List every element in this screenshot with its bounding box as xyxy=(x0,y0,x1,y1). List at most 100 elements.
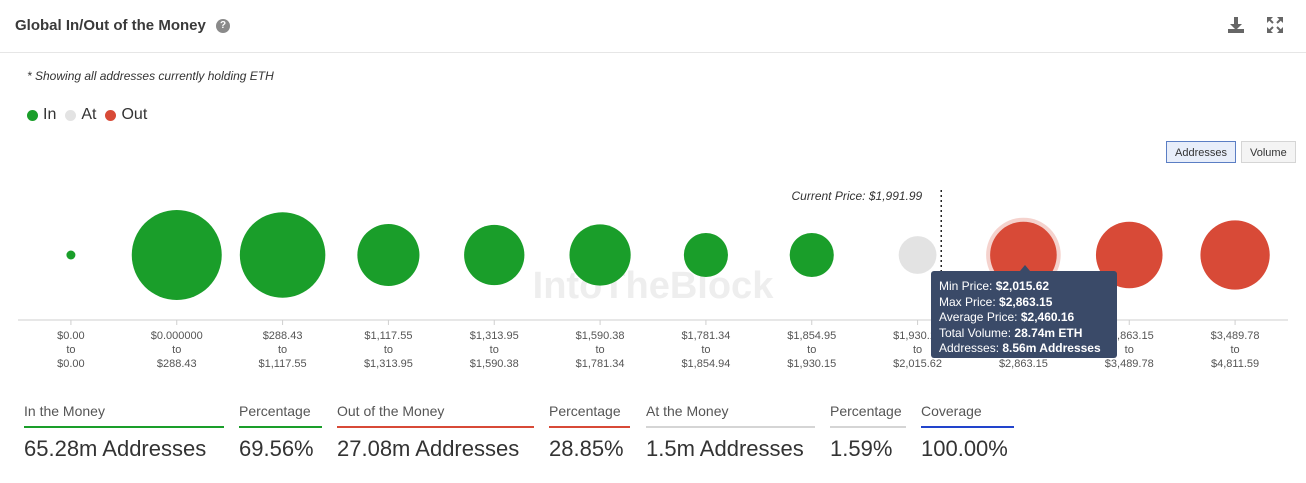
stat-label: Percentage xyxy=(549,403,621,419)
tick-label-to: to xyxy=(490,344,499,356)
tooltip-min-price-label: Min Price: xyxy=(939,279,993,293)
tick-label-high: $1,930.15 xyxy=(787,358,836,370)
stat-coverage: Coverage 100.00% xyxy=(921,403,1014,462)
volume-toggle-button[interactable]: Volume xyxy=(1241,141,1296,163)
stat-label: Coverage xyxy=(921,403,982,419)
legend-label-out: Out xyxy=(121,106,148,123)
bubble-in[interactable] xyxy=(464,224,525,286)
holding-note: * Showing all addresses currently holdin… xyxy=(27,69,274,83)
legend-label-at: At xyxy=(81,106,97,123)
bubble-in[interactable] xyxy=(131,210,222,300)
tooltip-volume-label: Total Volume: xyxy=(939,325,1012,340)
stat-in-the-money: In the Money 65.28m Addresses xyxy=(24,403,224,462)
tooltip-volume-value: 28.74m ETH xyxy=(1014,325,1083,340)
tooltip-min-price-value: $2,015.62 xyxy=(995,279,1050,293)
bubble-in[interactable] xyxy=(569,224,631,286)
tick-label-low: $1,590.38 xyxy=(576,330,625,342)
stat-label: At the Money xyxy=(646,403,729,419)
tick-label-high: $0.00 xyxy=(57,358,85,370)
legend-item-out[interactable]: Out xyxy=(105,106,147,124)
stat-bar xyxy=(830,426,906,428)
tooltip-addresses-label: Addresses: xyxy=(939,341,1000,355)
bubble-tooltip: Min Price: $2,015.62 Max Price: $2,863.1… xyxy=(931,271,1117,358)
download-icon[interactable] xyxy=(1226,15,1246,35)
tooltip-min-price: Min Price: $2,015.62 xyxy=(939,279,1109,295)
tick-label-high: $1,781.34 xyxy=(576,358,625,370)
tick-label-high: $2,015.62 xyxy=(893,358,942,370)
tick-label-to: to xyxy=(278,344,287,356)
tick-label-low: $3,489.78 xyxy=(1211,330,1260,342)
tick-label-low: $1,930.15 xyxy=(893,330,942,342)
stat-label: In the Money xyxy=(24,403,105,419)
stat-bar xyxy=(646,426,815,428)
addresses-toggle-button[interactable]: Addresses xyxy=(1166,141,1236,163)
tooltip-avg-price-label: Average Price: xyxy=(939,310,1018,324)
stat-in-percentage: Percentage 69.56% xyxy=(239,403,322,462)
tick-label-high: $4,811.59 xyxy=(1211,358,1259,370)
bubble-out[interactable] xyxy=(1200,220,1270,290)
tick-label-high: $2,863.15 xyxy=(999,358,1048,370)
tick-label-to: to xyxy=(595,344,604,356)
stat-out-percentage: Percentage 28.85% xyxy=(549,403,630,462)
stat-value: 28.85% xyxy=(549,436,624,461)
tick-label-low: $1,117.55 xyxy=(364,330,412,342)
summary-stats: In the Money 65.28m Addresses Percentage… xyxy=(0,403,1306,483)
legend-item-in[interactable]: In xyxy=(27,106,56,124)
tick-label-high: $1,117.55 xyxy=(259,358,307,370)
stat-bar xyxy=(549,426,630,428)
current-price-label: Current Price: $1,991.99 xyxy=(791,189,922,203)
legend-dot-in xyxy=(27,109,38,121)
bubble-in[interactable] xyxy=(239,212,326,298)
tooltip-addresses-value: 8.56m Addresses xyxy=(1002,341,1101,355)
bubble-at[interactable] xyxy=(898,236,937,274)
stat-at-percentage: Percentage 1.59% xyxy=(830,403,906,462)
legend: In At Out xyxy=(27,106,156,124)
tick-label-to: to xyxy=(172,344,181,356)
tick-label-low: $0.000000 xyxy=(151,330,203,342)
stat-out-of-the-money: Out of the Money 27.08m Addresses xyxy=(337,403,534,462)
legend-item-at[interactable]: At xyxy=(65,106,96,124)
tick-label-to: to xyxy=(384,344,393,356)
bubble-in[interactable] xyxy=(683,232,728,278)
tooltip-max-price-label: Max Price: xyxy=(939,294,996,309)
stat-value: 1.5m Addresses xyxy=(646,436,804,461)
tick-label-low: $1,781.34 xyxy=(681,330,730,342)
tooltip-max-price-value: $2,863.15 xyxy=(999,294,1053,309)
bubble-in[interactable] xyxy=(66,250,76,260)
bubble-in[interactable] xyxy=(357,223,420,287)
stat-label: Percentage xyxy=(830,403,902,419)
tick-label-to: to xyxy=(701,344,710,356)
tick-label-to: to xyxy=(807,344,816,356)
tooltip-avg-price: Average Price: $2,460.16 xyxy=(939,310,1109,326)
tooltip-pointer xyxy=(1020,265,1030,271)
tick-label-to: to xyxy=(1230,344,1239,356)
tick-label-low: $1,313.95 xyxy=(470,330,519,342)
expand-icon[interactable] xyxy=(1265,15,1285,35)
legend-dot-out xyxy=(105,109,117,121)
stat-bar xyxy=(239,426,322,428)
tooltip-volume: Total Volume: 28.74m ETH xyxy=(939,326,1109,342)
stat-value: 27.08m Addresses xyxy=(337,436,520,461)
stat-bar xyxy=(24,426,224,428)
tick-label-high: $1,313.95 xyxy=(364,358,413,370)
watermark-text: IntoTheBlock xyxy=(533,265,775,307)
tick-label-low: $2,863.15 xyxy=(1105,330,1154,342)
tooltip-avg-price-value: $2,460.16 xyxy=(1020,310,1075,324)
tooltip-addresses: Addresses: 8.56m Addresses xyxy=(939,341,1109,357)
bubble-in[interactable] xyxy=(789,232,834,278)
stat-bar xyxy=(921,426,1014,428)
header: Global In/Out of the Money ? xyxy=(0,0,1306,53)
tick-label-to: to xyxy=(66,344,75,356)
tooltip-max-price: Max Price: $2,863.15 xyxy=(939,295,1109,311)
question-circle-icon[interactable]: ? xyxy=(216,19,230,33)
tick-label-high: $288.43 xyxy=(157,358,197,370)
tick-label-to: to xyxy=(913,344,922,356)
tick-label-high: $1,854.94 xyxy=(681,358,730,370)
stat-value: 69.56% xyxy=(239,436,314,461)
stat-at-the-money: At the Money 1.5m Addresses xyxy=(646,403,815,462)
legend-dot-at xyxy=(65,109,77,121)
page-title: Global In/Out of the Money xyxy=(15,17,206,34)
tick-label-low: $0.00 xyxy=(57,330,85,342)
stat-value: 65.28m Addresses xyxy=(24,436,207,461)
tick-label-low: $288.43 xyxy=(263,330,303,342)
